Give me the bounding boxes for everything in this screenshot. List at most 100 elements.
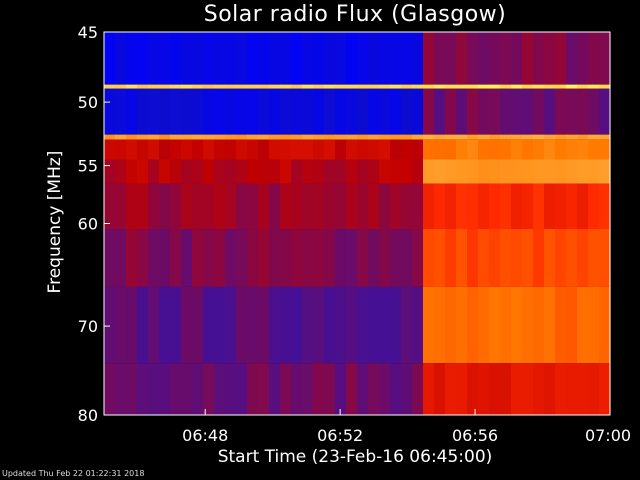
heatmap-cell <box>599 229 611 287</box>
heatmap-cell <box>577 84 589 89</box>
heatmap-cell <box>401 84 413 89</box>
heatmap-cell <box>412 88 424 135</box>
y-tick-label: 55 <box>78 157 98 176</box>
heatmap-cell <box>511 32 523 85</box>
heatmap-cell <box>291 84 303 89</box>
heatmap-cell <box>291 286 303 364</box>
heatmap-cell <box>137 159 149 184</box>
heatmap-cell <box>467 88 479 135</box>
heatmap-cell <box>313 183 325 230</box>
heatmap-cell <box>445 286 457 364</box>
heatmap-cell <box>522 286 534 364</box>
heatmap-cell <box>379 84 391 89</box>
heatmap-cell <box>368 139 380 160</box>
heatmap-cell <box>137 139 149 160</box>
heatmap-cell <box>401 286 413 364</box>
heatmap-cell <box>500 88 512 135</box>
heatmap-cell <box>412 183 424 230</box>
heatmap-cell <box>599 134 611 140</box>
heatmap-cell <box>225 159 237 184</box>
heatmap-cell <box>324 139 336 160</box>
heatmap-cell <box>236 159 248 184</box>
heatmap-cell <box>313 363 325 415</box>
heatmap-cell <box>412 134 424 140</box>
heatmap-cell <box>280 32 292 85</box>
heatmap-cell <box>555 32 567 85</box>
heatmap-cell <box>357 139 369 160</box>
heatmap-cell <box>588 159 600 184</box>
heatmap-cell <box>302 229 314 287</box>
heatmap-cell <box>555 363 567 415</box>
heatmap-cell <box>236 229 248 287</box>
heatmap-cell <box>181 286 193 364</box>
heatmap-cell <box>225 363 237 415</box>
x-tick-label: 06:52 <box>317 426 363 445</box>
heatmap-cell <box>203 286 215 364</box>
heatmap-cell <box>302 84 314 89</box>
heatmap-cell <box>247 88 259 135</box>
heatmap-cell <box>192 286 204 364</box>
heatmap-cell <box>291 88 303 135</box>
heatmap-cell <box>214 88 226 135</box>
heatmap-cell <box>203 134 215 140</box>
heatmap-cell <box>412 363 424 415</box>
heatmap-cell <box>225 286 237 364</box>
heatmap-cell <box>555 229 567 287</box>
heatmap-cell <box>192 134 204 140</box>
heatmap-cell <box>445 32 457 85</box>
heatmap-cell <box>577 363 589 415</box>
heatmap-cell <box>269 88 281 135</box>
heatmap-cell <box>555 183 567 230</box>
heatmap-cell <box>566 84 578 89</box>
heatmap-cell <box>104 134 116 140</box>
heatmap-cell <box>335 134 347 140</box>
heatmap-cell <box>324 159 336 184</box>
heatmap-cell <box>148 84 160 89</box>
heatmap-cell <box>148 159 160 184</box>
y-tick-label: 60 <box>78 215 98 234</box>
heatmap-cell <box>511 229 523 287</box>
heatmap-cell <box>137 286 149 364</box>
heatmap-cell <box>368 159 380 184</box>
heatmap-cell <box>203 84 215 89</box>
heatmap-cell <box>511 84 523 89</box>
heatmap-cell <box>401 159 413 184</box>
heatmap-cell <box>500 134 512 140</box>
heatmap-cell <box>401 88 413 135</box>
heatmap-cell <box>170 183 182 230</box>
heatmap-cell <box>126 363 138 415</box>
heatmap-cell <box>335 84 347 89</box>
heatmap-cell <box>379 183 391 230</box>
heatmap-cell <box>434 88 446 135</box>
heatmap-cell <box>148 229 160 287</box>
heatmap-cell <box>390 134 402 140</box>
heatmap-cell <box>137 229 149 287</box>
heatmap-cell <box>192 229 204 287</box>
heatmap-cell <box>258 84 270 89</box>
heatmap-cell <box>533 88 545 135</box>
heatmap-cell <box>544 88 556 135</box>
heatmap-cell <box>302 159 314 184</box>
heatmap-cell <box>148 88 160 135</box>
heatmap-cell <box>159 363 171 415</box>
heatmap-cell <box>511 139 523 160</box>
heatmap-cell <box>599 159 611 184</box>
heatmap-cell <box>489 363 501 415</box>
heatmap-cell <box>214 159 226 184</box>
heatmap-cell <box>577 32 589 85</box>
heatmap-cell <box>236 286 248 364</box>
heatmap-cell <box>346 32 358 85</box>
heatmap-cell <box>181 139 193 160</box>
heatmap-cell <box>324 286 336 364</box>
heatmap-cell <box>148 363 160 415</box>
heatmap-cell <box>456 134 468 140</box>
heatmap-cell <box>577 286 589 364</box>
heatmap-cell <box>269 363 281 415</box>
heatmap-cell <box>434 229 446 287</box>
heatmap-cell <box>500 84 512 89</box>
heatmap-cell <box>104 229 116 287</box>
heatmap-cell <box>379 159 391 184</box>
heatmap-cell <box>522 139 534 160</box>
heatmap-cell <box>379 286 391 364</box>
